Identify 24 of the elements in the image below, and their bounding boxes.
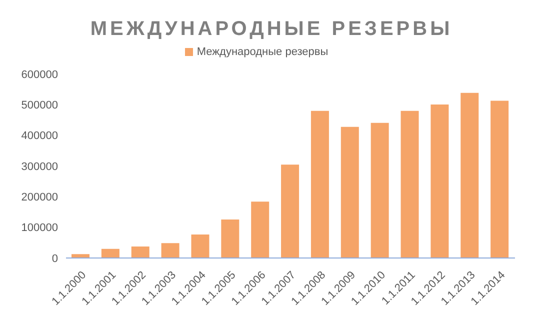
y-tick-label: 500000 [21, 100, 58, 112]
bar [191, 234, 210, 258]
y-tick-label: 0 [52, 252, 58, 265]
chart-title: МЕЖДУНАРОДНЫЕ РЕЗЕРВЫ [89, 17, 454, 42]
y-tick-label: 400000 [21, 130, 58, 142]
bar [340, 126, 359, 258]
bar [400, 110, 419, 258]
legend-label: Международные резервы [196, 46, 328, 58]
bar [251, 202, 270, 258]
bar [310, 110, 329, 258]
bar [370, 122, 389, 258]
bar [490, 100, 509, 258]
bar [101, 248, 120, 258]
y-tick-label: 100000 [21, 222, 58, 234]
bar [460, 92, 479, 258]
bar [72, 254, 90, 258]
bar [430, 104, 449, 258]
bar [281, 164, 300, 258]
bar [161, 243, 180, 258]
y-tick-label: 600000 [21, 68, 58, 81]
bar [221, 219, 240, 258]
bar [131, 246, 150, 258]
y-tick-label: 300000 [21, 160, 58, 173]
y-tick-label: 200000 [21, 192, 58, 204]
